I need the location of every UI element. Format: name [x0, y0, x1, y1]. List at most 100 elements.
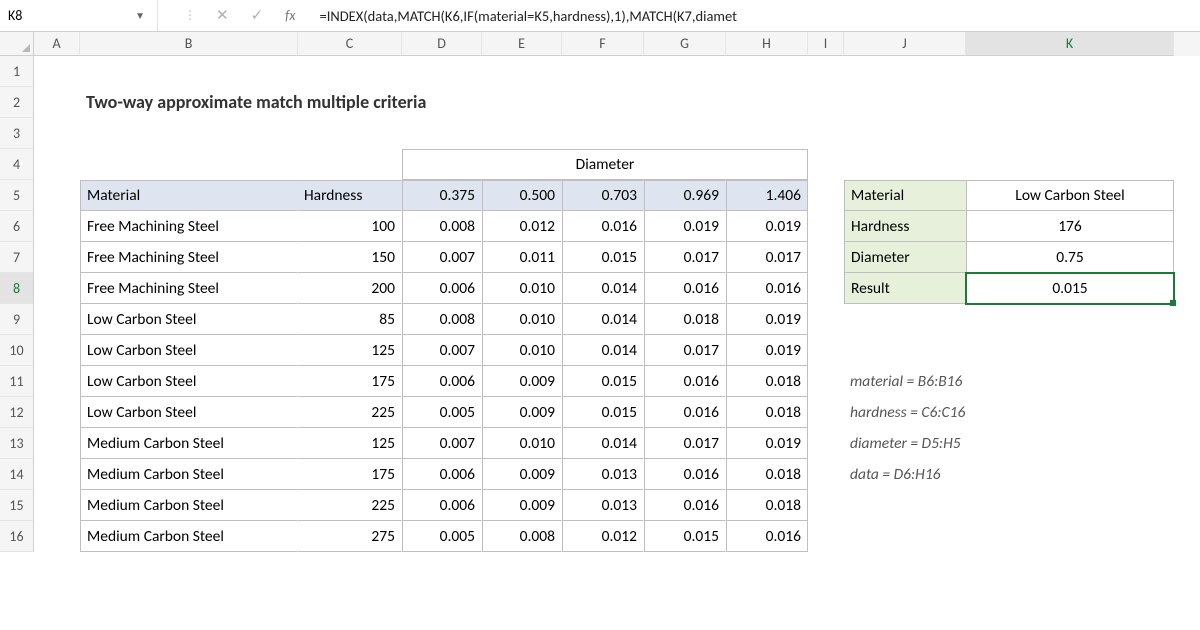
row-header-12[interactable]: 12: [0, 397, 34, 428]
cell-H3[interactable]: [726, 118, 808, 149]
lk-val-hardness[interactable]: 176: [966, 211, 1174, 242]
row-header-7[interactable]: 7: [0, 242, 34, 273]
cell-A2[interactable]: [34, 87, 80, 118]
cell-I12[interactable]: [808, 397, 844, 428]
cell-I11[interactable]: [808, 366, 844, 397]
cell-A4[interactable]: [34, 149, 80, 180]
cell-K10[interactable]: [966, 335, 1174, 366]
expand-icon[interactable]: ⋮: [184, 8, 194, 23]
col-header-G[interactable]: G: [644, 32, 726, 56]
col-header-I[interactable]: I: [808, 32, 844, 56]
row-header-16[interactable]: 16: [0, 521, 34, 552]
cell-A10[interactable]: [34, 335, 80, 366]
cell-I15[interactable]: [808, 490, 844, 521]
cell-J9[interactable]: [844, 304, 966, 335]
row-header-15[interactable]: 15: [0, 490, 34, 521]
row-header-4[interactable]: 4: [0, 149, 34, 180]
lk-val-result[interactable]: 0.015: [966, 273, 1174, 304]
col-header-A[interactable]: A: [34, 32, 80, 56]
cell-I3[interactable]: [808, 118, 844, 149]
row-header-6[interactable]: 6: [0, 211, 34, 242]
cell-K4[interactable]: [966, 149, 1174, 180]
cell-J1[interactable]: [844, 56, 966, 87]
cell-I7[interactable]: [808, 242, 844, 273]
cell-J10[interactable]: [844, 335, 966, 366]
cell-G2[interactable]: [644, 87, 726, 118]
cell-D3[interactable]: [402, 118, 482, 149]
cell-J15[interactable]: [844, 490, 966, 521]
cell-I4[interactable]: [808, 149, 844, 180]
select-all-corner[interactable]: [0, 32, 34, 56]
cell-K1[interactable]: [966, 56, 1174, 87]
col-header-F[interactable]: F: [562, 32, 644, 56]
row-header-5[interactable]: 5: [0, 180, 34, 211]
cell-I9[interactable]: [808, 304, 844, 335]
cell-I8[interactable]: [808, 273, 844, 304]
cell-B4[interactable]: [80, 149, 298, 180]
cell-A12[interactable]: [34, 397, 80, 428]
cell-H1[interactable]: [726, 56, 808, 87]
cell-B3[interactable]: [80, 118, 298, 149]
cell-A7[interactable]: [34, 242, 80, 273]
cell-A3[interactable]: [34, 118, 80, 149]
col-header-B[interactable]: B: [80, 32, 298, 56]
row-header-10[interactable]: 10: [0, 335, 34, 366]
col-header-J[interactable]: J: [844, 32, 966, 56]
row-header-14[interactable]: 14: [0, 459, 34, 490]
cell-A11[interactable]: [34, 366, 80, 397]
cell-G1[interactable]: [644, 56, 726, 87]
lk-val-material[interactable]: Low Carbon Steel: [966, 180, 1174, 211]
name-box[interactable]: K8 ▼: [0, 0, 158, 31]
col-header-D[interactable]: D: [402, 32, 482, 56]
col-header-C[interactable]: C: [298, 32, 402, 56]
cell-A1[interactable]: [34, 56, 80, 87]
cell-I10[interactable]: [808, 335, 844, 366]
cell-K3[interactable]: [966, 118, 1174, 149]
cell-F3[interactable]: [562, 118, 644, 149]
enter-icon[interactable]: ✓: [251, 6, 264, 25]
col-header-K[interactable]: K: [966, 32, 1174, 56]
cell-I6[interactable]: [808, 211, 844, 242]
cell-I1[interactable]: [808, 56, 844, 87]
row-header-2[interactable]: 2: [0, 87, 34, 118]
cell-C2[interactable]: [298, 87, 402, 118]
cell-A8[interactable]: [34, 273, 80, 304]
cell-E1[interactable]: [482, 56, 562, 87]
cell-I16[interactable]: [808, 521, 844, 552]
cancel-icon[interactable]: ✕: [216, 6, 229, 25]
cell-F1[interactable]: [562, 56, 644, 87]
cell-K15[interactable]: [966, 490, 1174, 521]
row-header-13[interactable]: 13: [0, 428, 34, 459]
cell-D1[interactable]: [402, 56, 482, 87]
name-box-dropdown-icon[interactable]: ▼: [131, 9, 149, 22]
col-header-E[interactable]: E: [482, 32, 562, 56]
cell-D2[interactable]: [402, 87, 482, 118]
cell-K2[interactable]: [966, 87, 1174, 118]
row-header-8[interactable]: 8: [0, 273, 34, 304]
row-header-3[interactable]: 3: [0, 118, 34, 149]
formula-input[interactable]: =INDEX(data,MATCH(K6,IF(material=K5,hard…: [312, 7, 1200, 25]
cell-G3[interactable]: [644, 118, 726, 149]
fx-icon[interactable]: fx: [285, 7, 295, 24]
row-header-1[interactable]: 1: [0, 56, 34, 87]
cell-C1[interactable]: [298, 56, 402, 87]
cell-A5[interactable]: [34, 180, 80, 211]
cell-A14[interactable]: [34, 459, 80, 490]
cell-A13[interactable]: [34, 428, 80, 459]
cell-A6[interactable]: [34, 211, 80, 242]
cell-A16[interactable]: [34, 521, 80, 552]
cell-J4[interactable]: [844, 149, 966, 180]
cell-I2[interactable]: [808, 87, 844, 118]
cell-J3[interactable]: [844, 118, 966, 149]
cell-J16[interactable]: [844, 521, 966, 552]
cell-A9[interactable]: [34, 304, 80, 335]
lk-val-diameter[interactable]: 0.75: [966, 242, 1174, 273]
cell-E2[interactable]: [482, 87, 562, 118]
cell-C3[interactable]: [298, 118, 402, 149]
cell-I14[interactable]: [808, 459, 844, 490]
cell-B1[interactable]: [80, 56, 298, 87]
cell-K16[interactable]: [966, 521, 1174, 552]
cell-J2[interactable]: [844, 87, 966, 118]
col-header-H[interactable]: H: [726, 32, 808, 56]
cell-F2[interactable]: [562, 87, 644, 118]
